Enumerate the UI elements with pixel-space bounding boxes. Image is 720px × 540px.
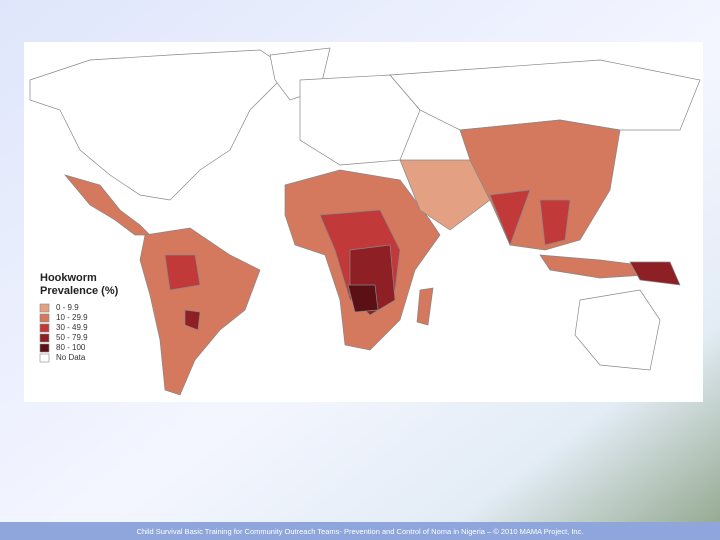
north-america [29, 49, 291, 201]
madagascar [416, 287, 434, 326]
legend-swatch [39, 323, 50, 333]
brazil-region [164, 254, 201, 291]
legend-label: 10 - 29.9 [56, 313, 88, 322]
paraguay-region [184, 309, 201, 331]
papua-new-guinea [629, 261, 681, 286]
legend-swatch [39, 333, 50, 343]
footer-bar [0, 522, 720, 540]
legend-swatch [39, 343, 50, 353]
india-region [489, 189, 531, 246]
australia [574, 289, 661, 371]
legend-swatch [39, 313, 50, 323]
southeast-asia [539, 199, 571, 246]
map [29, 47, 701, 396]
legend-title: Prevalence (%) [40, 285, 119, 297]
middle-east [399, 159, 491, 231]
legend-label: No Data [56, 353, 86, 362]
legend-title: Hookworm [40, 272, 97, 284]
legend-label: 0 - 9.9 [56, 303, 79, 312]
footer-text: Child Survival Basic Training for Commun… [137, 527, 584, 536]
legend-label: 30 - 49.9 [56, 323, 88, 332]
legend-label: 80 - 100 [56, 343, 86, 352]
legend-label: 50 - 79.9 [56, 333, 88, 342]
legend-swatch [39, 353, 50, 363]
legend-swatch [39, 303, 50, 313]
angola-region [347, 284, 379, 313]
